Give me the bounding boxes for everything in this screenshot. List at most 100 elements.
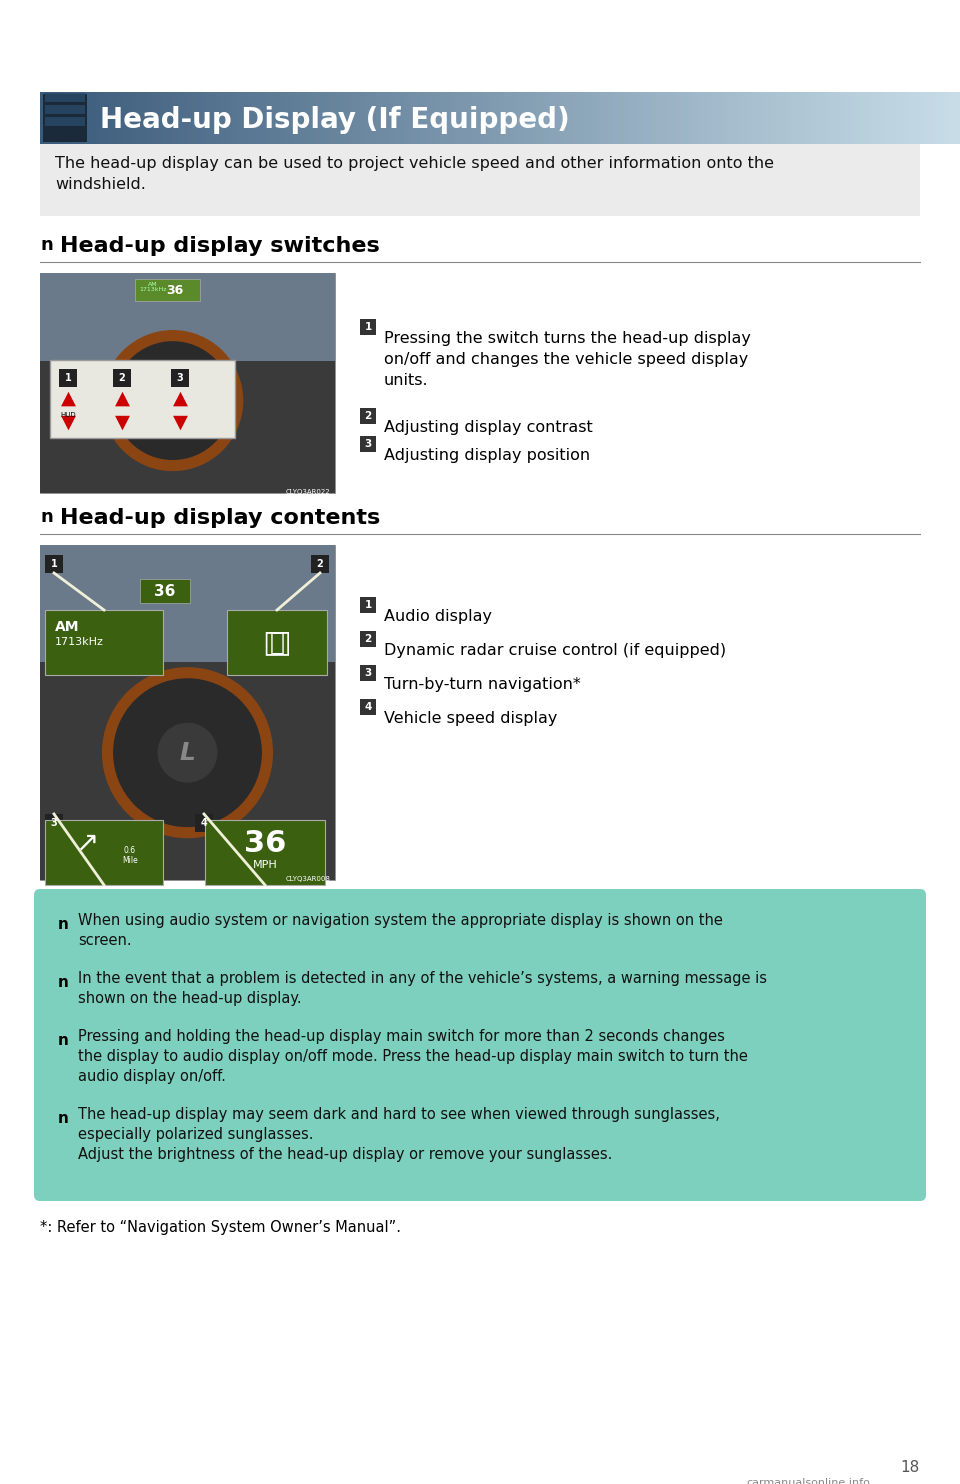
Circle shape bbox=[157, 723, 218, 782]
Bar bbox=[596, 92, 601, 144]
Bar bbox=[611, 92, 615, 144]
Bar bbox=[316, 92, 321, 144]
Bar bbox=[45, 117, 85, 126]
Text: 2: 2 bbox=[365, 411, 372, 421]
Text: 36: 36 bbox=[155, 583, 176, 598]
Bar bbox=[44, 92, 49, 144]
Bar bbox=[891, 92, 896, 144]
Text: 1: 1 bbox=[365, 322, 372, 332]
Bar bbox=[395, 92, 398, 144]
Bar bbox=[100, 92, 105, 144]
Text: 4: 4 bbox=[201, 818, 207, 828]
Bar bbox=[171, 370, 189, 387]
Bar bbox=[205, 821, 325, 884]
Text: □: □ bbox=[263, 629, 292, 657]
Bar bbox=[224, 92, 228, 144]
Circle shape bbox=[148, 375, 198, 426]
Bar bbox=[50, 361, 235, 438]
Text: HUD: HUD bbox=[60, 413, 76, 418]
Bar bbox=[638, 92, 642, 144]
Bar bbox=[45, 815, 63, 833]
Bar bbox=[500, 92, 505, 144]
Bar bbox=[813, 92, 817, 144]
Bar bbox=[721, 92, 726, 144]
Bar bbox=[845, 92, 850, 144]
Bar bbox=[151, 92, 155, 144]
Bar bbox=[403, 92, 408, 144]
Bar bbox=[937, 92, 942, 144]
Bar bbox=[178, 92, 182, 144]
Bar bbox=[242, 92, 247, 144]
Text: 2: 2 bbox=[317, 559, 324, 568]
Bar bbox=[45, 555, 63, 573]
Bar bbox=[950, 92, 955, 144]
Text: 2: 2 bbox=[119, 372, 126, 383]
Bar bbox=[113, 92, 118, 144]
Bar bbox=[827, 92, 831, 144]
Bar bbox=[454, 92, 459, 144]
Bar bbox=[634, 92, 638, 144]
Text: 1: 1 bbox=[64, 372, 71, 383]
Text: 18: 18 bbox=[900, 1460, 920, 1475]
Bar bbox=[703, 92, 707, 144]
Bar bbox=[914, 92, 919, 144]
FancyBboxPatch shape bbox=[34, 889, 926, 1201]
Bar bbox=[560, 92, 564, 144]
Bar bbox=[164, 92, 169, 144]
Bar bbox=[136, 92, 141, 144]
Bar bbox=[135, 279, 200, 301]
Bar bbox=[486, 92, 491, 144]
Bar bbox=[227, 610, 327, 675]
Text: Head-up display switches: Head-up display switches bbox=[60, 236, 380, 257]
Bar bbox=[421, 92, 426, 144]
Bar bbox=[624, 92, 629, 144]
Bar bbox=[375, 92, 380, 144]
Bar bbox=[578, 92, 583, 144]
Bar bbox=[311, 555, 329, 573]
Bar bbox=[716, 92, 721, 144]
Bar bbox=[59, 370, 77, 387]
Text: *: Refer to “Navigation System Owner’s Manual”.: *: Refer to “Navigation System Owner’s M… bbox=[40, 1220, 401, 1235]
Text: L: L bbox=[180, 741, 196, 764]
Text: 3: 3 bbox=[51, 818, 58, 828]
Bar bbox=[601, 92, 606, 144]
Bar bbox=[886, 92, 891, 144]
Text: n: n bbox=[40, 508, 53, 525]
Text: ▼: ▼ bbox=[60, 413, 76, 432]
Bar bbox=[665, 92, 670, 144]
Bar bbox=[744, 92, 749, 144]
Bar bbox=[372, 92, 375, 144]
Bar bbox=[132, 92, 136, 144]
Bar bbox=[882, 92, 886, 144]
Bar bbox=[40, 144, 920, 217]
Bar bbox=[59, 92, 63, 144]
Bar bbox=[298, 92, 302, 144]
Bar bbox=[302, 92, 307, 144]
Bar bbox=[795, 92, 799, 144]
Bar bbox=[195, 815, 213, 833]
Bar bbox=[661, 92, 665, 144]
Text: AM
1713kHz: AM 1713kHz bbox=[139, 282, 167, 292]
Bar bbox=[288, 92, 293, 144]
Bar bbox=[904, 92, 909, 144]
Bar bbox=[67, 92, 72, 144]
Bar bbox=[772, 92, 776, 144]
Bar bbox=[252, 92, 256, 144]
Text: 🚙: 🚙 bbox=[270, 631, 284, 654]
Bar bbox=[955, 92, 960, 144]
Bar bbox=[95, 92, 100, 144]
Bar bbox=[924, 92, 927, 144]
Bar bbox=[739, 92, 744, 144]
Bar bbox=[45, 610, 163, 675]
Bar bbox=[293, 92, 298, 144]
Text: carmanualsonline.info: carmanualsonline.info bbox=[746, 1478, 870, 1484]
Text: ▲: ▲ bbox=[173, 389, 187, 408]
Bar bbox=[551, 92, 555, 144]
Bar bbox=[390, 92, 395, 144]
Text: Pressing and holding the head-up display main switch for more than 2 seconds cha: Pressing and holding the head-up display… bbox=[78, 1028, 748, 1083]
Bar bbox=[642, 92, 647, 144]
Text: CLYQ3AR022: CLYQ3AR022 bbox=[285, 490, 330, 496]
Bar bbox=[573, 92, 578, 144]
Bar bbox=[680, 92, 684, 144]
Bar bbox=[868, 92, 873, 144]
